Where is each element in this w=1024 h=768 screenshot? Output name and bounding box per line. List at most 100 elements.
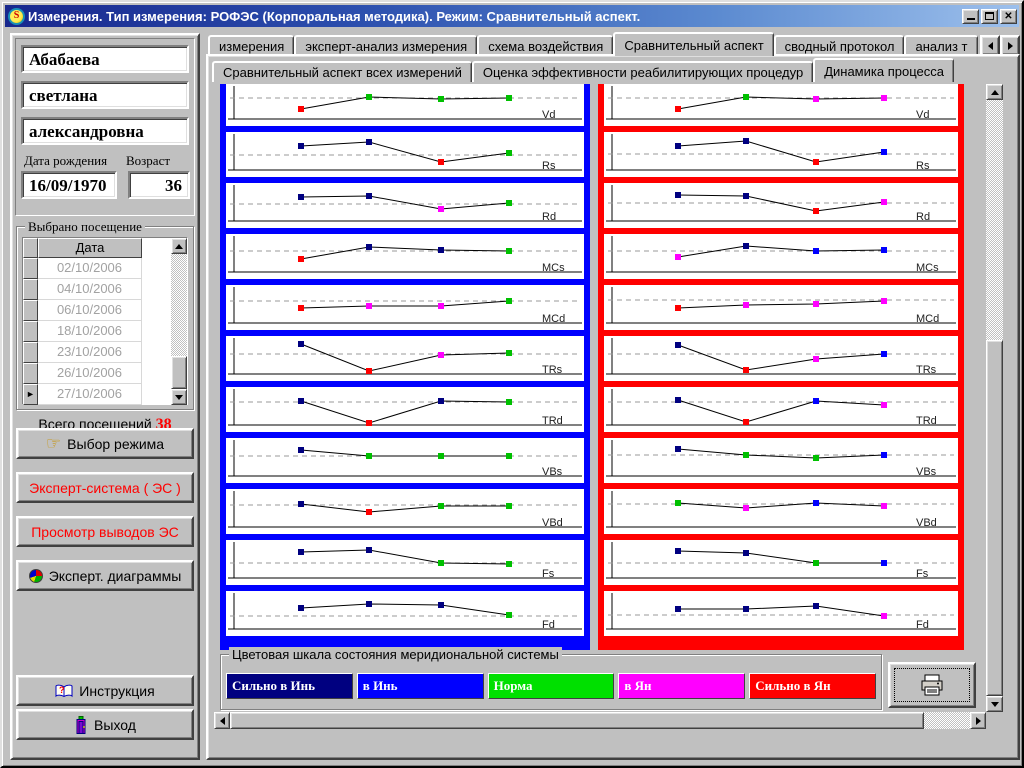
visits-group-label: Выбрано посещение [25,219,145,235]
birth-date-field[interactable]: 16/09/1970 [21,171,117,199]
tabs-scroll-left-button[interactable] [980,35,1000,56]
chart-right-Fd: Fd [604,591,958,636]
main-tab-strip: измеренияэксперт-анализ измерениясхема в… [208,32,1020,56]
visit-date-row[interactable]: 18/10/2006 [38,321,142,342]
visit-date-row[interactable]: 23/10/2006 [38,342,142,363]
tab-sub-3[interactable]: Динамика процесса [813,58,954,82]
svg-text:MCd: MCd [542,313,565,325]
expert-diagrams-button[interactable]: Эксперт. диаграммы [16,560,194,591]
chart-right-MCs: MCs [604,234,958,279]
close-button[interactable]: ✕ [1000,9,1017,24]
chart-left-TRd: TRd [226,387,584,432]
charts-scroll-up-button[interactable] [986,84,1003,100]
svg-text:Fd: Fd [542,619,555,631]
visits-grid-filler [142,238,171,404]
patient-middle-name-field[interactable]: александровна [21,117,189,145]
window-controls: ✕ [962,9,1017,24]
close-icon: ✕ [1004,11,1012,22]
chart-left-MCd: MCd [226,285,584,330]
svg-text:Vd: Vd [916,109,929,121]
minimize-button[interactable] [962,9,979,24]
tab-main-3[interactable]: схема воздействия [477,35,613,56]
legend-item-4: в Ян [618,673,745,699]
chart-right-VBs: VBs [604,438,958,483]
svg-text:MCs: MCs [542,262,565,274]
row-selector-cell[interactable]: ► [23,384,38,405]
visits-scrollbar[interactable] [171,238,187,404]
svg-text:TRd: TRd [916,415,937,427]
chart-right-Fs: Fs [604,540,958,585]
charts-scroll-left-button[interactable] [214,712,230,729]
visit-date-row[interactable]: 04/10/2006 [38,279,142,300]
charts-vscroll-thumb[interactable] [986,340,1003,696]
svg-text:TRd: TRd [542,415,563,427]
visits-date-column: Дата 02/10/200604/10/200606/10/200618/10… [38,238,142,404]
expert-system-button[interactable]: Эксперт-система ( ЭС ) [16,472,194,503]
patient-last-name-field[interactable]: Абабаева [21,45,189,73]
expert-system-label: Эксперт-система ( ЭС ) [29,480,181,496]
charts-vscroll-track[interactable] [986,100,1003,340]
instruction-label: Инструкция [79,683,154,699]
row-selector-cell[interactable] [23,342,38,363]
arrow-down-icon [175,395,183,400]
main-tabs: измеренияэксперт-анализ измерениясхема в… [208,32,978,56]
mode-select-button[interactable]: ☞ Выбор режима [16,428,194,459]
chart-left-Fd: Fd [226,591,584,636]
tab-sub-2[interactable]: Оценка эффективности реабилитирующих про… [472,61,813,82]
visits-scroll-up-button[interactable] [171,238,187,254]
visits-scroll-track[interactable] [171,254,187,356]
sidebar: Абабаева светлана александровна Дата рож… [10,33,200,760]
legend-item-5: Сильно в Ян [749,673,876,699]
tab-main-6[interactable]: анализ т [904,35,977,56]
arrow-right-icon [976,717,981,725]
svg-text:Rd: Rd [916,211,930,223]
date-column-header[interactable]: Дата [38,238,142,258]
minimize-icon [967,12,975,20]
charts-horizontal-scrollbar[interactable] [214,712,986,729]
instruction-button[interactable]: ? Инструкция [16,675,194,706]
chart-right-TRs: TRs [604,336,958,381]
charts-scroll-right-button[interactable] [970,712,986,729]
row-selector-cell[interactable] [23,363,38,384]
pointing-hand-icon: ☞ [46,437,61,451]
visit-date-row[interactable]: 02/10/2006 [38,258,142,279]
row-selector-cell[interactable] [23,321,38,342]
row-selector-cell[interactable] [23,300,38,321]
exit-button[interactable]: Выход [16,709,194,740]
visits-scroll-thumb[interactable] [171,356,187,389]
svg-text:VBd: VBd [542,517,563,529]
chart-right-MCd: MCd [604,285,958,330]
charts-hscroll-thumb[interactable] [230,712,924,729]
charts-scroll-down-button[interactable] [986,696,1003,712]
visits-group: Выбрано посещение ► Дата 02/10/200604/10… [16,226,194,410]
svg-text:Rs: Rs [916,160,930,172]
visit-date-row[interactable]: 27/10/2006 [38,384,142,405]
maximize-icon [985,12,994,20]
tab-main-4[interactable]: Сравнительный аспект [613,32,773,56]
view-conclusions-button[interactable]: Просмотр выводов ЭС [16,516,194,547]
svg-text:Fs: Fs [542,568,555,580]
visit-date-row[interactable]: 26/10/2006 [38,363,142,384]
svg-text:MCd: MCd [916,313,939,325]
row-selector-cell[interactable] [23,258,38,279]
row-selector-cell[interactable] [23,279,38,300]
legend-item-3: Норма [488,673,615,699]
tab-main-1[interactable]: измерения [208,35,294,56]
print-button[interactable] [888,662,976,708]
tab-main-5[interactable]: сводный протокол [774,35,905,56]
charts-vertical-scrollbar[interactable] [986,84,1003,712]
tab-sub-1[interactable]: Сравнительный аспект всех измерений [212,61,472,82]
arrow-right-icon [1008,42,1013,50]
pie-chart-icon [29,569,43,583]
visit-date-row[interactable]: 06/10/2006 [38,300,142,321]
maximize-button[interactable] [981,9,998,24]
arrow-down-icon [991,702,999,707]
charts-hscroll-track[interactable] [924,712,970,729]
visits-scroll-down-button[interactable] [171,389,187,405]
window-title: Измерения. Тип измерения: РОФЭС (Корпора… [28,9,640,24]
tab-main-2[interactable]: эксперт-анализ измерения [294,35,477,56]
patient-first-name-field[interactable]: светлана [21,81,189,109]
tabs-scroll-right-button[interactable] [1000,35,1020,56]
age-field[interactable]: 36 [128,171,190,199]
expert-diagrams-label: Эксперт. диаграммы [49,568,182,584]
